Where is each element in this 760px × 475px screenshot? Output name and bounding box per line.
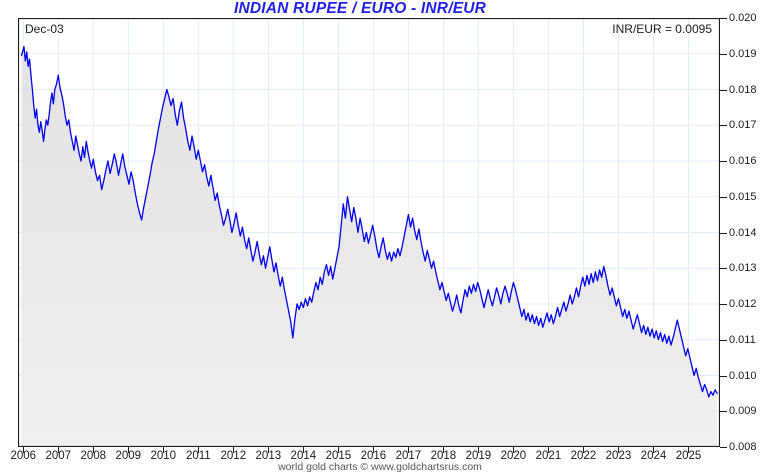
x-axis-tick-label: 2014	[290, 450, 317, 462]
y-axis-tick-label: 0.016	[729, 155, 757, 167]
x-axis-tick-mark	[478, 447, 480, 453]
y-axis-tick-mark	[720, 375, 727, 377]
x-axis-tick-mark	[198, 447, 200, 453]
chart-svg	[18, 18, 720, 447]
x-axis-tick-mark	[93, 447, 95, 453]
x-axis-tick-mark	[513, 447, 515, 453]
x-axis-tick-label: 2024	[640, 450, 667, 462]
y-axis-tick-mark	[720, 411, 727, 413]
current-quote-label: INR/EUR = 0.0095	[612, 22, 712, 36]
y-axis-tick-mark	[720, 53, 727, 55]
y-axis-tick-label: 0.020	[729, 12, 757, 24]
x-axis-tick-mark	[408, 447, 410, 453]
x-axis-tick-label: 2008	[80, 450, 107, 462]
y-axis-tick-mark	[720, 18, 727, 19]
x-axis-tick-label: 2025	[675, 450, 702, 462]
y-axis-tick-label: 0.013	[729, 262, 757, 275]
y-axis-tick-mark	[720, 232, 727, 234]
x-axis-tick-label: 2017	[395, 450, 422, 462]
x-axis-tick-label: 2006	[10, 450, 37, 462]
y-axis-tick-mark	[720, 268, 727, 270]
y-axis-tick-mark	[720, 125, 727, 127]
x-axis-tick-mark	[373, 447, 375, 453]
y-axis-tick-mark	[720, 304, 727, 305]
x-axis-tick-label: 2012	[220, 450, 247, 462]
y-axis-tick-label: 0.015	[729, 190, 757, 203]
x-axis-tick-mark	[233, 447, 235, 453]
x-axis-tick-label: 2009	[115, 450, 142, 462]
x-axis-tick-label: 2007	[45, 450, 72, 462]
x-axis-tick-label: 2021	[535, 450, 562, 462]
y-axis-tick-label: 0.014	[729, 226, 757, 239]
x-axis-tick-mark	[303, 447, 305, 453]
x-axis-tick-mark	[128, 447, 130, 453]
x-axis-tick-label: 2010	[150, 450, 177, 462]
y-axis-tick-mark	[720, 339, 727, 341]
series-area	[21, 46, 718, 447]
y-axis-tick-label: 0.018	[729, 83, 757, 96]
x-axis-tick-label: 2011	[185, 450, 211, 462]
x-axis-tick-mark	[688, 447, 690, 453]
x-axis-tick-mark	[443, 447, 445, 453]
x-axis-tick-mark	[338, 447, 340, 453]
x-axis-tick-label: 2015	[325, 450, 352, 462]
x-axis-tick-mark	[268, 447, 270, 453]
y-axis-tick-label: 0.009	[729, 405, 757, 418]
x-axis-tick-mark	[618, 447, 620, 453]
page-title: INDIAN RUPEE / EURO - INR/EUR	[233, 0, 487, 17]
x-axis-tick-label: 2020	[500, 450, 527, 462]
x-axis-tick-mark	[163, 447, 165, 453]
x-axis-tick-label: 2013	[255, 450, 282, 462]
y-axis-tick-label: 0.012	[729, 298, 757, 310]
x-axis-tick-mark	[23, 447, 25, 453]
footer-credit: world gold charts © www.goldchartsrus.co…	[278, 461, 482, 473]
y-axis-tick-label: 0.010	[729, 369, 757, 382]
y-axis-tick-mark	[720, 161, 727, 162]
x-axis-tick-mark	[653, 447, 655, 453]
start-date-label: Dec-03	[25, 22, 64, 36]
y-axis-tick-label: 0.008	[729, 441, 757, 453]
x-axis-tick-label: 2023	[605, 450, 632, 462]
x-axis-tick-mark	[58, 447, 60, 453]
y-axis-tick-label: 0.019	[729, 47, 757, 60]
series-line	[20, 45, 718, 398]
x-axis-tick-label: 2022	[570, 450, 597, 462]
x-axis-tick-label: 2019	[465, 450, 492, 462]
plot-area: Dec-03 INR/EUR = 0.0095	[18, 18, 720, 447]
y-axis-tick-label: 0.017	[729, 119, 757, 132]
y-axis-tick-mark	[720, 89, 727, 91]
x-axis-tick-label: 2018	[430, 450, 457, 462]
y-axis-tick-mark	[720, 447, 727, 448]
x-axis-tick-mark	[583, 447, 585, 453]
x-axis-tick-label: 2016	[360, 450, 387, 462]
x-axis-tick-mark	[548, 447, 550, 453]
y-axis-tick-label: 0.011	[729, 333, 756, 346]
y-axis-tick-mark	[720, 196, 727, 198]
